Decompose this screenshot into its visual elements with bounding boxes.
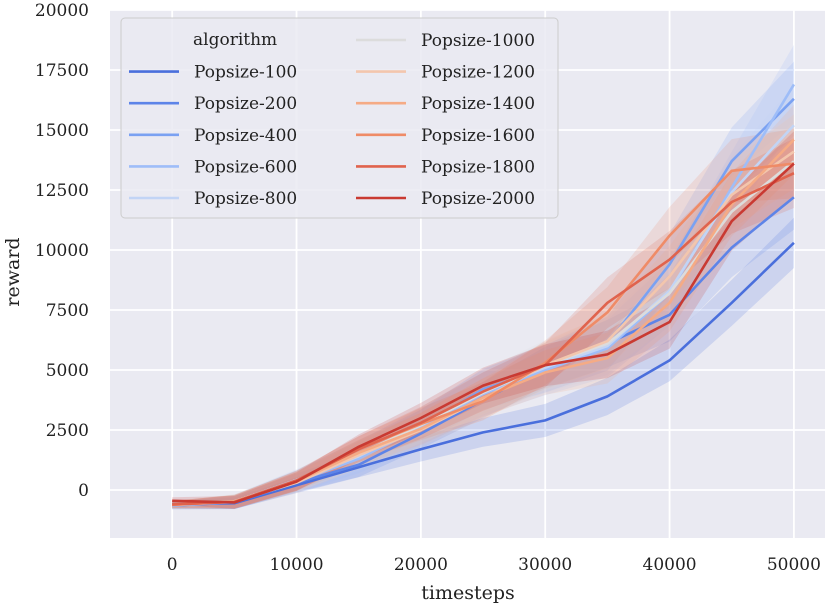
band-popsize-1400 xyxy=(172,104,794,509)
x-tick-label: 40000 xyxy=(643,555,697,575)
x-tick-label: 50000 xyxy=(767,555,821,575)
y-tick-label: 0 xyxy=(78,481,89,501)
line-popsize-2000 xyxy=(172,162,795,504)
y-tick-label: 15000 xyxy=(35,121,89,141)
band-popsize-1800 xyxy=(172,138,794,509)
y-tick-label: 2500 xyxy=(46,421,89,441)
y-tick-label: 12500 xyxy=(35,181,89,201)
x-axis-ticks: 0 10000 20000 30000 40000 50000 xyxy=(167,555,821,575)
x-tick-label: 10000 xyxy=(269,555,323,575)
legend-label: Popsize-100 xyxy=(194,63,297,83)
x-tick-label: 20000 xyxy=(394,555,448,575)
y-tick-label: 5000 xyxy=(46,361,89,381)
band-popsize-400 xyxy=(172,61,794,510)
band-popsize-800 xyxy=(172,85,794,509)
y-tick-label: 10000 xyxy=(35,241,89,261)
band-popsize-100 xyxy=(172,217,794,509)
legend-label: Popsize-200 xyxy=(194,94,297,114)
legend-box xyxy=(120,17,559,219)
legend-label: Popsize-1800 xyxy=(421,157,535,177)
legend-title: algorithm xyxy=(193,30,277,50)
band-popsize-200 xyxy=(172,164,794,510)
x-tick-label: 30000 xyxy=(518,555,572,575)
y-tick-label: 17500 xyxy=(35,61,89,81)
band-popsize-1600 xyxy=(172,128,794,509)
legend-label: Popsize-600 xyxy=(194,157,297,177)
legend: algorithm Popsize-100 Popsize-200 Popsize-… xyxy=(120,17,559,219)
y-tick-label: 20000 xyxy=(35,1,89,21)
series-lines xyxy=(172,83,796,507)
legend-label: Popsize-1600 xyxy=(421,126,535,146)
y-tick-label: 7500 xyxy=(46,301,89,321)
y-axis-ticks: 0 2500 5000 7500 10000 12500 15000 17500 20000 xyxy=(35,1,89,501)
x-axis-label: timesteps xyxy=(421,582,515,604)
y-axis-label: reward xyxy=(2,237,24,306)
legend-label: Popsize-1400 xyxy=(421,94,535,114)
legend-label: Popsize-1200 xyxy=(421,63,535,83)
legend-label: Popsize-1000 xyxy=(421,31,535,51)
x-tick-label: 0 xyxy=(167,555,178,575)
legend-label: Popsize-400 xyxy=(194,126,297,146)
legend-label: Popsize-800 xyxy=(194,189,297,209)
legend-label: Popsize-2000 xyxy=(421,189,535,209)
line-popsize-100 xyxy=(172,241,795,506)
